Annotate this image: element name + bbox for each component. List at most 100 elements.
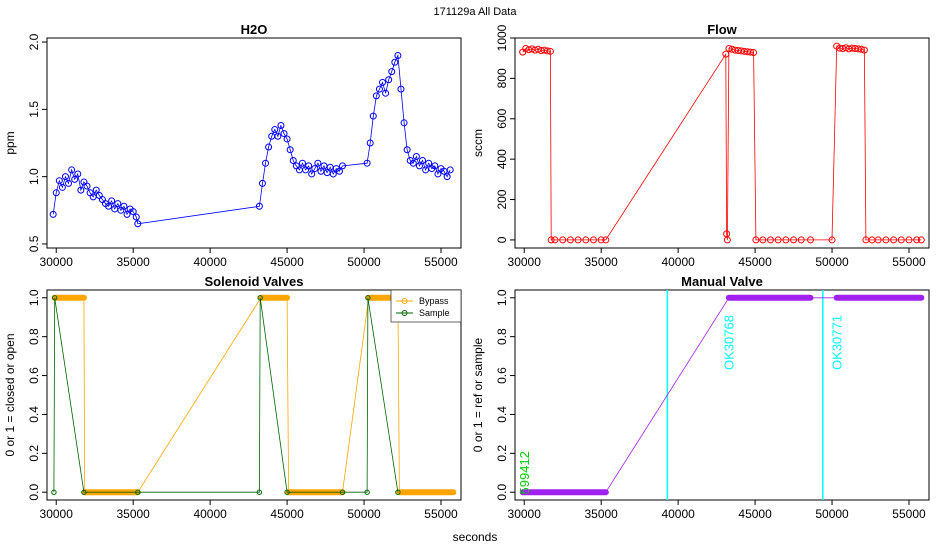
data-point [311, 165, 319, 173]
data-point [65, 179, 73, 187]
data-point [338, 162, 346, 170]
data-point [49, 210, 57, 218]
data-point [551, 236, 559, 244]
data-point [257, 295, 263, 301]
data-point [256, 489, 263, 495]
data-point [314, 159, 322, 167]
annotation-label: OK30768 [722, 315, 737, 370]
data-point [58, 183, 66, 191]
chart-panels: H2O ppm 30000 35000 40000 45000 50000 55000 0.5 1… [3, 22, 930, 521]
y-tick-label: 0.8 [495, 328, 509, 345]
data-point [828, 236, 836, 244]
x-tick-label: 40000 [661, 255, 695, 269]
data-point [400, 119, 408, 127]
series-bypass [51, 294, 457, 496]
plot-frame [514, 37, 930, 249]
data-point [905, 236, 913, 244]
data-point [519, 489, 526, 495]
data-point [752, 236, 760, 244]
data-point [726, 295, 732, 301]
data-point [284, 295, 290, 301]
data-point [114, 200, 122, 208]
y-axis-label: 0 or 1 = closed or open [3, 333, 17, 456]
data-point [918, 295, 925, 301]
panel-manual: Manual Valve 0 or 1 = ref or sample 30000 3… [471, 274, 930, 521]
data-point [574, 236, 582, 244]
data-point [134, 220, 142, 228]
panel-title: Solenoid Valves [205, 274, 304, 289]
data-point [602, 236, 610, 244]
data-point [723, 236, 731, 244]
series-flow [519, 42, 925, 244]
data-point [897, 236, 905, 244]
x-tick-label: 30000 [40, 507, 74, 521]
data-point [446, 166, 454, 174]
x-tick-label: 55000 [892, 255, 926, 269]
y-tick-label: 0.4 [27, 406, 41, 423]
data-point [403, 146, 411, 154]
data-point [603, 489, 609, 495]
y-tick-label: 1.0 [27, 289, 41, 306]
data-point [280, 130, 288, 138]
data-point [135, 489, 141, 495]
data-point [129, 208, 137, 216]
data-point [363, 159, 371, 167]
series-line [52, 53, 451, 225]
y-tick-label: 400 [495, 149, 509, 169]
data-point [81, 295, 87, 301]
x-tick-label: 40000 [193, 507, 227, 521]
data-point [277, 122, 285, 129]
data-point [857, 45, 865, 53]
data-point [81, 489, 87, 495]
series-sample [51, 295, 401, 495]
data-point [382, 89, 390, 97]
x-tick-label: 30000 [40, 255, 74, 269]
data-point [890, 236, 898, 244]
data-point [71, 175, 79, 183]
x-tick-label: 50000 [347, 507, 381, 521]
data-point [425, 159, 433, 167]
legend-box [390, 289, 462, 323]
data-point [366, 139, 374, 147]
series-line [54, 297, 454, 493]
panel-title: H2O [241, 22, 268, 37]
data-point [443, 173, 451, 181]
legend-label: Bypass [419, 296, 449, 306]
data-point [329, 170, 337, 178]
data-point [335, 167, 343, 175]
data-point [746, 48, 754, 56]
data-point [790, 236, 798, 244]
data-point [766, 236, 774, 244]
figure-title: 171129a All Data [434, 6, 518, 18]
y-tick-label: 0.5 [27, 235, 41, 252]
annotation-label: OK30771 [829, 315, 844, 370]
x-tick-label: 35000 [116, 507, 150, 521]
y-axis-label: 0 or 1 = ref or sample [471, 337, 485, 452]
data-point [52, 189, 60, 197]
data-point [395, 489, 401, 495]
data-point [286, 146, 294, 154]
data-point [725, 45, 733, 52]
x-tick-label: 35000 [584, 255, 618, 269]
data-point [255, 202, 263, 210]
data-point [120, 202, 128, 210]
data-point [51, 295, 58, 301]
series-manual [519, 294, 925, 496]
annotation-label: 599412 [517, 451, 532, 494]
x-tick-label: 40000 [661, 507, 695, 521]
x-tick-label: 30000 [508, 507, 542, 521]
data-point [92, 186, 100, 194]
data-point [913, 236, 921, 244]
data-point [108, 197, 116, 205]
data-point [419, 157, 427, 164]
x-tick-label: 55000 [424, 255, 458, 269]
data-point [409, 159, 417, 167]
data-point [283, 135, 291, 143]
legend: Bypass Sample [390, 289, 462, 323]
y-axis-label: ppm [3, 131, 17, 154]
data-point [391, 58, 399, 66]
data-point [61, 173, 69, 181]
data-point [722, 50, 730, 58]
x-axis-label: seconds [453, 530, 498, 544]
